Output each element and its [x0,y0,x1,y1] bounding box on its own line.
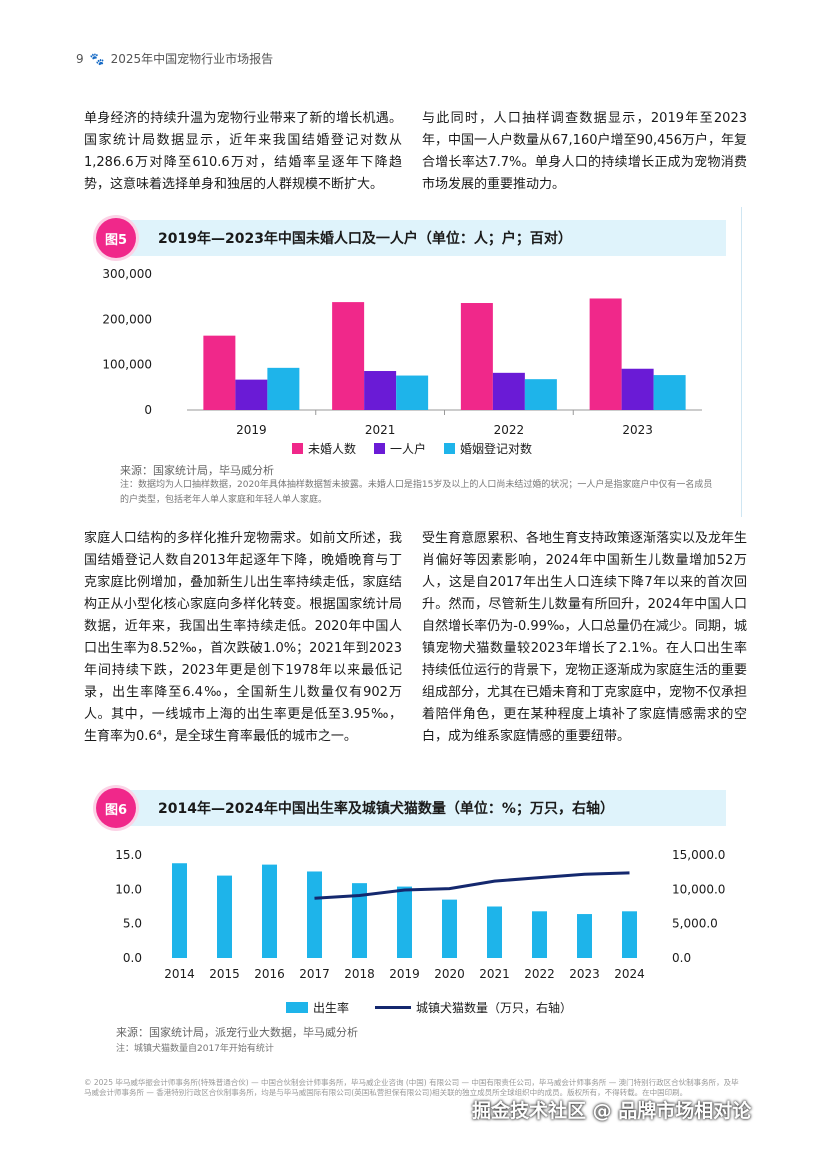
paragraph-family-structure: 家庭人口结构的多样化推升宠物需求。如前文所述，我国结婚登记人数自2013年起逐年… [84,531,402,744]
legend-swatch [292,443,303,454]
legend-item-birth-rate: 出生率 [286,999,349,1016]
legend-item-unmarried: 未婚人数 [292,440,356,457]
x-tick-label: 2022 [524,967,555,981]
x-tick-label: 2015 [209,967,240,981]
bar [442,899,457,958]
x-tick-label: 2023 [622,423,653,437]
paragraph-one-person-household: 与此同时，人口抽样调查数据显示，2019年至2023年，中国一人户数量从67,1… [422,111,747,192]
page-number: 9 [76,51,84,66]
bar [364,371,397,410]
x-tick-label: 2021 [479,967,510,981]
legend-label: 城镇犬猫数量（万只，右轴） [416,1001,573,1015]
bar [235,379,268,410]
y-tick-label: 100,000 [102,358,152,372]
paw-icon: 🐾 [89,51,105,66]
paragraph-birth-rebound: 受生育意愿累积、各地生育支持政策逐渐落实以及龙年生肖偏好等因素影响，2024年中… [422,531,748,744]
legend-item-pets: 城镇犬猫数量（万只，右轴） [375,999,572,1016]
figure-6-chart: 0.0 5.0 10.0 15.0 0.0 5,000.0 10,000.0 15,000.0… [115,848,725,981]
x-tick-label: 2021 [365,423,396,437]
figure-5-chart: 0 100,000 200,000 300,000 2019 2021 2022 2023 [102,267,702,437]
bar [332,302,365,410]
legend-label: 出生率 [313,1001,350,1015]
bar [492,372,525,410]
legend-label: 一人户 [390,442,427,456]
y-tick-label: 200,000 [102,312,152,326]
x-tick-label: 2019 [389,967,420,981]
x-tick-label: 2018 [344,967,375,981]
y-left-tick-label: 10.0 [115,882,142,896]
bar [577,914,592,958]
bar [622,911,637,958]
bar [203,335,236,410]
bar [396,375,429,410]
bar [172,863,187,958]
x-tick-label: 2020 [434,967,465,981]
copyright-footer: © 2025 毕马威华振会计师事务所(特殊普通合伙) — 中国合伙制会计师事务所… [84,1078,739,1097]
bar [653,375,686,410]
legend-label: 未婚人数 [308,442,357,456]
figure-5-title: 2019年—2023年中国未婚人口及一人户（单位：人；户；百对） [108,220,726,256]
bar [267,367,300,410]
legend-item-marriage: 婚姻登记对数 [444,440,532,457]
y-right-tick-label: 10,000.0 [672,882,725,896]
bar [460,303,493,410]
x-tick-label: 2023 [569,967,600,981]
bar [217,875,232,958]
legend-swatch [444,443,456,454]
figure-6-legend: 出生率 城镇犬猫数量（万只，右轴） [286,999,572,1016]
report-title: 2025年中国宠物行业市场报告 [110,52,274,66]
figure-5-source: 来源：国家统计局，毕马威分析 [120,464,274,477]
legend-swatch [374,443,386,454]
legend-label: 婚姻登记对数 [460,442,533,456]
bar [487,906,502,958]
figure-5-legend: 未婚人数 一人户 婚姻登记对数 [292,440,532,457]
bar [532,911,547,958]
x-tick-label: 2014 [164,967,195,981]
x-tick-label: 2022 [494,423,525,437]
y-left-tick-label: 0.0 [123,951,142,965]
y-right-tick-label: 5,000.0 [672,917,718,931]
bar [352,883,367,958]
x-tick-label: 2017 [299,967,330,981]
bar [262,864,277,958]
figure-5-tag: 图5 [96,218,136,258]
y-right-tick-label: 15,000.0 [672,848,725,862]
y-tick-label: 0 [144,403,152,417]
figure-6-tag: 图6 [96,788,136,828]
figure-6-source: 来源：国家统计局，派宠行业大数据，毕马威分析 [116,1026,358,1039]
figure-5-box [82,207,742,517]
watermark: 掘金技术社区 @ 品牌市场相对论 [472,1100,752,1122]
bar [397,886,412,958]
bar [621,368,654,410]
y-left-tick-label: 5.0 [123,917,142,931]
y-left-tick-label: 15.0 [115,848,142,862]
figure-5-title-text: 2019年—2023年中国未婚人口及一人户（单位：人；户；百对） [158,231,572,247]
x-tick-label: 2016 [254,967,285,981]
bar [524,379,557,410]
figure-6-title-text: 2014年—2024年中国出生率及城镇犬猫数量（单位：%；万只，右轴） [158,801,614,817]
legend-line [375,1006,412,1009]
x-tick-label: 2024 [614,967,645,981]
figure-6-title: 2014年—2024年中国出生率及城镇犬猫数量（单位：%；万只，右轴） [108,790,726,826]
legend-swatch [286,1002,308,1013]
bar [307,871,322,958]
y-tick-label: 300,000 [102,267,152,281]
bar [589,298,622,410]
legend-item-one-person: 一人户 [374,440,426,457]
page-header: 9 🐾 2025年中国宠物行业市场报告 [76,50,273,67]
figure-6-note: 注：城镇犬猫数量自2017年开始有统计 [116,1044,274,1054]
line-series [314,871,630,900]
y-right-tick-label: 0.0 [672,951,691,965]
figure-5-note: 注：数据均为人口抽样数据，2020年具体抽样数据暂未披露。未婚人口是指15岁及以… [120,480,713,505]
paragraph-single-economy: 单身经济的持续升温为宠物行业带来了新的增长机遇。国家统计局数据显示，近年来我国结… [84,111,402,192]
x-tick-label: 2019 [236,423,267,437]
